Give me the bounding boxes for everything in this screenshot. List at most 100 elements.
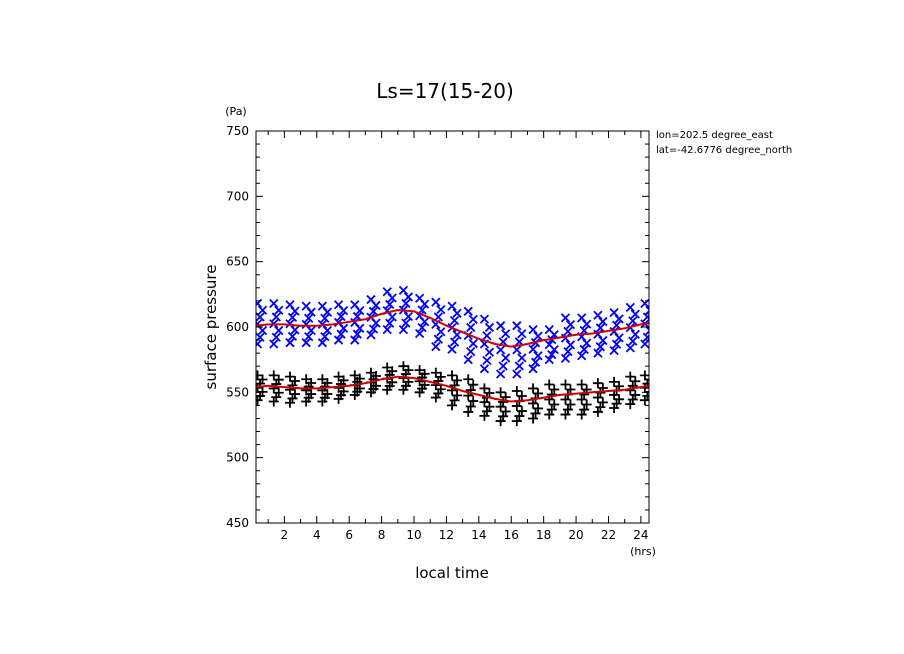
point-x-marker <box>433 334 443 344</box>
point-x-marker <box>533 351 543 361</box>
point-x-marker <box>333 300 344 310</box>
point-plus-marker <box>514 411 525 422</box>
point-x-marker <box>563 346 573 357</box>
point-x-marker <box>366 294 376 305</box>
point-plus-marker <box>511 401 522 412</box>
point-x-marker <box>528 364 538 374</box>
point-x-marker <box>431 297 441 307</box>
point-x-marker <box>274 325 284 336</box>
point-plus-marker <box>533 388 544 399</box>
point-x-marker <box>501 353 511 363</box>
y-tick-label: 650 <box>226 255 249 269</box>
point-x-marker <box>625 343 635 353</box>
point-plus-marker <box>484 401 495 412</box>
point-x-marker <box>447 344 457 354</box>
point-plus-marker <box>630 376 641 387</box>
point-x-marker <box>285 300 295 310</box>
point-x-marker <box>640 339 649 349</box>
point-x-marker <box>436 327 446 337</box>
point-x-marker <box>625 302 635 313</box>
point-x-marker <box>317 338 328 348</box>
point-plus-marker <box>284 371 295 382</box>
series-1 <box>256 361 649 427</box>
point-x-marker <box>431 341 441 352</box>
point-x-marker <box>403 292 414 302</box>
point-plus-marker <box>479 383 490 394</box>
point-x-marker <box>598 335 608 346</box>
point-x-marker <box>256 339 263 349</box>
point-plus-marker <box>592 392 603 403</box>
point-x-marker <box>290 306 300 316</box>
y-axis-unit: (Pa) <box>225 105 246 118</box>
y-tick-label: 700 <box>226 189 249 203</box>
point-plus-marker <box>597 397 608 408</box>
point-x-marker <box>333 335 344 345</box>
point-x-marker <box>401 318 411 328</box>
point-plus-marker <box>449 395 460 406</box>
chart-title: Ls=17(15-20) <box>376 79 514 103</box>
point-x-marker <box>496 321 506 331</box>
point-x-marker <box>256 298 263 309</box>
point-plus-marker <box>463 374 474 385</box>
point-plus-marker <box>511 416 522 427</box>
point-x-marker <box>287 331 298 342</box>
point-plus-marker <box>592 378 603 389</box>
point-x-marker <box>630 329 640 340</box>
point-x-marker <box>301 319 311 330</box>
x-axis-unit: (hrs) <box>630 545 656 558</box>
point-x-marker <box>611 339 622 349</box>
point-plus-marker <box>463 406 474 417</box>
point-x-marker <box>496 369 506 379</box>
point-x-marker <box>269 339 279 349</box>
point-plus-marker <box>317 374 328 385</box>
point-plus-marker <box>614 394 625 405</box>
point-x-marker <box>560 313 571 323</box>
point-x-marker <box>269 298 279 309</box>
series-3 <box>256 375 649 403</box>
point-plus-marker <box>625 371 636 382</box>
point-plus-marker <box>498 396 509 407</box>
point-x-marker <box>414 293 425 303</box>
point-plus-marker <box>370 371 381 381</box>
point-plus-marker <box>549 384 560 395</box>
annotation-lat: lat=-42.6776 degree_north <box>656 145 792 156</box>
x-tick-label: 6 <box>345 528 353 542</box>
point-plus-marker <box>398 361 409 372</box>
point-plus-marker <box>333 371 344 382</box>
point-x-marker <box>628 316 638 326</box>
point-x-marker <box>496 345 506 355</box>
point-x-marker <box>366 330 376 340</box>
point-x-marker <box>368 324 379 334</box>
point-x-marker <box>436 304 446 315</box>
point-x-marker <box>517 353 527 363</box>
point-plus-marker <box>479 397 490 408</box>
point-x-marker <box>452 330 462 340</box>
point-x-marker <box>598 316 608 327</box>
point-x-marker <box>398 324 409 335</box>
point-x-marker <box>468 314 478 325</box>
point-plus-marker <box>430 367 441 378</box>
point-x-marker <box>484 347 495 357</box>
point-x-marker <box>579 344 589 355</box>
point-x-marker <box>512 369 522 379</box>
point-x-marker <box>544 340 554 350</box>
point-x-marker <box>304 313 314 323</box>
point-plus-marker <box>630 389 641 400</box>
tick-labels: 2 4 6 8 10 12 14 16 18 20 22 2445050055060065070075… <box>226 124 648 542</box>
point-x-marker <box>287 312 298 323</box>
point-x-marker <box>466 346 476 357</box>
point-plus-marker <box>546 389 557 400</box>
point-plus-marker <box>549 399 560 410</box>
x-tick-label: 2 <box>281 528 289 542</box>
point-x-marker <box>544 355 554 365</box>
point-x-marker <box>530 357 541 367</box>
point-plus-marker <box>349 370 360 381</box>
point-x-marker <box>479 314 490 324</box>
point-x-marker <box>382 287 392 297</box>
point-plus-marker <box>495 387 506 398</box>
point-plus-marker <box>579 389 590 400</box>
plot-frame <box>255 130 650 524</box>
point-plus-marker <box>546 404 557 415</box>
point-plus-marker <box>562 404 573 415</box>
point-plus-marker <box>495 401 506 412</box>
